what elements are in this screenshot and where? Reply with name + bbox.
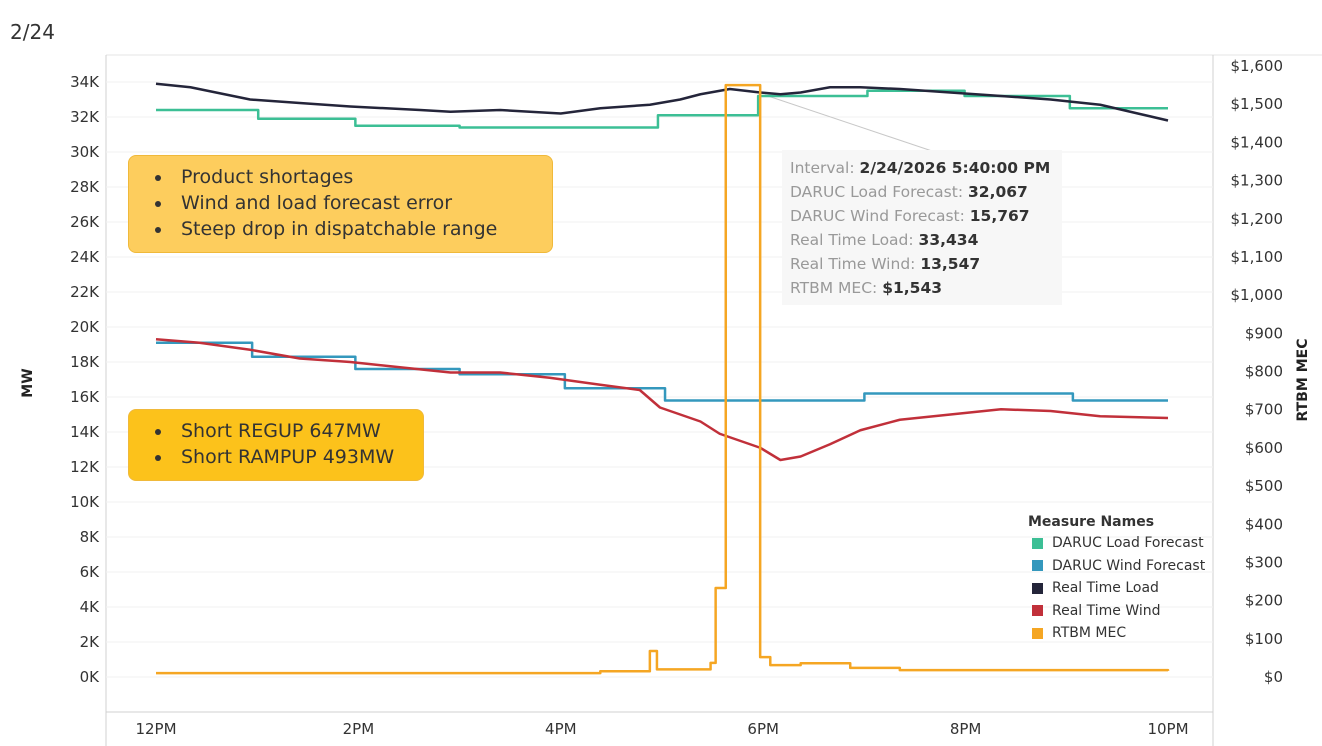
tooltip-leader-line bbox=[764, 94, 936, 153]
annotation-item: Wind and load forecast error bbox=[173, 190, 538, 216]
legend-item[interactable]: RTBM MEC bbox=[1028, 622, 1205, 645]
y2-tick-label: $400 bbox=[1245, 515, 1283, 533]
tooltip-row: RTBM MEC: $1,543 bbox=[790, 279, 943, 297]
legend-label: RTBM MEC bbox=[1052, 625, 1127, 642]
y-tick-label: 6K bbox=[80, 563, 101, 581]
y2-tick-label: $300 bbox=[1245, 553, 1283, 571]
x-tick-label: 6PM bbox=[747, 720, 779, 738]
y-tick-label: 0K bbox=[80, 668, 101, 686]
legend-swatch bbox=[1032, 582, 1043, 594]
y-tick-label: 22K bbox=[70, 283, 100, 301]
y2-tick-label: $1,600 bbox=[1231, 57, 1284, 75]
series-line-rtbm-mec bbox=[156, 83, 1170, 675]
y2-tick-label: $1,000 bbox=[1231, 286, 1284, 304]
legend-swatch bbox=[1032, 605, 1043, 617]
annotation-item: Short RAMPUP 493MW bbox=[173, 444, 409, 470]
y-tick-label: 10K bbox=[70, 493, 100, 511]
y-tick-label: 24K bbox=[70, 248, 100, 266]
series-line-daruc-wind-forecast bbox=[156, 341, 1168, 402]
annotation-box-shortages: Product shortages Wind and load forecast… bbox=[128, 155, 553, 253]
legend: Measure Names DARUC Load Forecast DARUC W… bbox=[1028, 514, 1205, 645]
legend-label: DARUC Wind Forecast bbox=[1052, 557, 1206, 574]
y2-tick-label: $1,400 bbox=[1231, 133, 1284, 151]
legend-swatch bbox=[1032, 560, 1043, 572]
y-tick-label: 32K bbox=[70, 108, 100, 126]
x-tick-label: 10PM bbox=[1147, 720, 1188, 738]
y-tick-label: 8K bbox=[80, 528, 101, 546]
y-tick-label: 30K bbox=[70, 143, 100, 161]
y2-tick-label: $800 bbox=[1245, 363, 1283, 381]
y2-tick-label: $1,200 bbox=[1231, 210, 1284, 228]
y2-tick-label: $900 bbox=[1245, 324, 1283, 342]
tooltip-row: DARUC Wind Forecast: 15,767 bbox=[790, 207, 1030, 225]
tooltip-row: Interval: 2/24/2026 5:40:00 PM bbox=[790, 159, 1051, 177]
series-line-real-time-wind bbox=[155, 338, 1169, 462]
y-tick-label: 26K bbox=[70, 213, 100, 231]
y2-axis-title: RTBM MEC bbox=[1295, 339, 1311, 422]
legend-item[interactable]: DARUC Wind Forecast bbox=[1028, 555, 1205, 578]
legend-item[interactable]: Real Time Load bbox=[1028, 577, 1205, 600]
y2-tick-label: $1,300 bbox=[1231, 172, 1284, 190]
y2-tick-label: $600 bbox=[1245, 439, 1283, 457]
x-tick-label: 4PM bbox=[545, 720, 577, 738]
y-axis-title: MW bbox=[20, 368, 36, 397]
annotation-item: Steep drop in dispatchable range bbox=[173, 216, 538, 242]
legend-label: Real Time Load bbox=[1052, 580, 1159, 597]
y2-tick-label: $1,500 bbox=[1231, 95, 1284, 113]
page-title: 2/24 bbox=[10, 20, 55, 44]
y2-tick-label: $700 bbox=[1245, 401, 1283, 419]
y-tick-label: 34K bbox=[70, 73, 100, 91]
legend-item[interactable]: Real Time Wind bbox=[1028, 600, 1205, 623]
legend-title: Measure Names bbox=[1028, 514, 1155, 530]
tooltip: Interval: 2/24/2026 5:40:00 PM DARUC Loa… bbox=[782, 150, 1062, 305]
y-tick-label: 20K bbox=[70, 318, 100, 336]
tooltip-row: Real Time Wind: 13,547 bbox=[790, 255, 981, 273]
y-tick-label: 12K bbox=[70, 458, 100, 476]
y2-tick-label: $500 bbox=[1245, 477, 1283, 495]
legend-label: Real Time Wind bbox=[1052, 602, 1161, 619]
tooltip-row: Real Time Load: 33,434 bbox=[790, 231, 979, 249]
series-line-daruc-load-forecast bbox=[156, 89, 1168, 129]
y-tick-label: 4K bbox=[80, 598, 101, 616]
x-tick-label: 8PM bbox=[950, 720, 982, 738]
y-tick-label: 2K bbox=[80, 633, 101, 651]
annotation-item: Short REGUP 647MW bbox=[173, 418, 409, 444]
y-tick-label: 18K bbox=[70, 353, 100, 371]
x-tick-label: 2PM bbox=[343, 720, 375, 738]
annotation-item: Product shortages bbox=[173, 164, 538, 190]
tooltip-row: DARUC Load Forecast: 32,067 bbox=[790, 183, 1028, 201]
y2-tick-label: $200 bbox=[1245, 592, 1283, 610]
series-line-real-time-load bbox=[155, 82, 1169, 122]
legend-label: DARUC Load Forecast bbox=[1052, 535, 1204, 552]
legend-item[interactable]: DARUC Load Forecast bbox=[1028, 532, 1205, 555]
annotation-box-short-products: Short REGUP 647MW Short RAMPUP 493MW bbox=[128, 409, 424, 481]
y-tick-label: 14K bbox=[70, 423, 100, 441]
y2-tick-label: $1,100 bbox=[1231, 248, 1284, 266]
y-tick-label: 28K bbox=[70, 178, 100, 196]
y2-tick-label: $0 bbox=[1264, 668, 1283, 686]
legend-swatch bbox=[1032, 627, 1043, 639]
y-tick-label: 16K bbox=[70, 388, 100, 406]
legend-swatch bbox=[1032, 537, 1043, 549]
y2-tick-label: $100 bbox=[1245, 630, 1283, 648]
x-tick-label: 12PM bbox=[135, 720, 176, 738]
